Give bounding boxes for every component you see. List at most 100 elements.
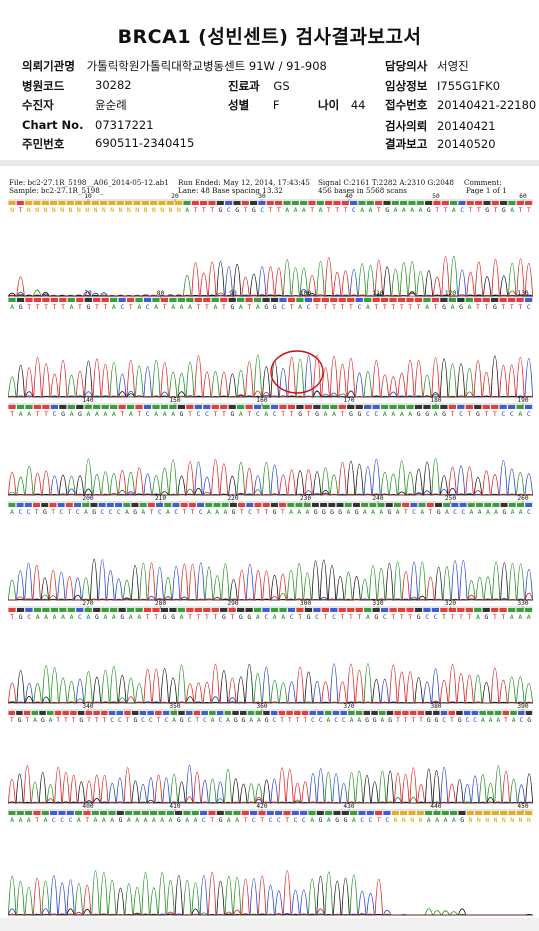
quality-bar xyxy=(347,608,355,612)
quality-bar xyxy=(100,811,108,815)
quality-bar xyxy=(188,503,196,507)
base-call: C xyxy=(315,613,319,621)
quality-bar xyxy=(448,405,456,409)
base-call: T xyxy=(78,303,82,311)
quality-bar xyxy=(500,201,508,205)
base-call: C xyxy=(252,816,256,824)
base-call: G xyxy=(19,303,23,311)
quality-bar xyxy=(325,201,333,205)
tick-label: 220 xyxy=(227,495,238,502)
base-call: G xyxy=(298,410,302,418)
quality-bar xyxy=(499,298,507,302)
base-call: A xyxy=(391,410,395,418)
base-call: T xyxy=(56,716,60,724)
quality-bar xyxy=(194,608,202,612)
base-call: G xyxy=(355,508,359,516)
quality-bar xyxy=(321,405,329,409)
base-call: A xyxy=(84,508,88,516)
base-call: T xyxy=(191,508,195,516)
base-call: T xyxy=(222,410,226,418)
quality-bar xyxy=(164,503,172,507)
base-call: T xyxy=(222,303,226,311)
base-call: A xyxy=(19,816,23,824)
base-call: C xyxy=(117,508,121,516)
quality-bar xyxy=(203,298,211,302)
base-call: A xyxy=(180,303,184,311)
base-call: C xyxy=(473,716,477,724)
tick-label: 380 xyxy=(430,703,441,710)
base-call: T xyxy=(35,508,39,516)
quality-bar xyxy=(451,503,459,507)
base-call: A xyxy=(125,508,129,516)
base-call: T xyxy=(335,206,339,214)
quality-bar xyxy=(213,503,221,507)
base-call: T xyxy=(230,613,234,621)
base-call: T xyxy=(468,410,472,418)
base-call: A xyxy=(10,508,14,516)
quality-bar xyxy=(66,201,74,205)
base-call: T xyxy=(324,613,328,621)
quality-bar xyxy=(270,711,278,715)
quality-bar xyxy=(507,608,516,612)
quality-bar xyxy=(295,503,303,507)
quality-bar xyxy=(358,201,366,205)
base-call: N xyxy=(160,206,164,214)
base-call: N xyxy=(477,816,481,824)
base-call: T xyxy=(269,206,273,214)
base-call: T xyxy=(137,410,141,418)
result-report-row: 결과보고 20140520 xyxy=(385,136,496,152)
quality-bar xyxy=(258,811,266,815)
base-call: G xyxy=(180,410,184,418)
quality-bar xyxy=(502,711,510,715)
base-call: A xyxy=(70,303,74,311)
base-call: T xyxy=(10,613,14,621)
base-call: G xyxy=(365,716,369,724)
quality-bar xyxy=(108,711,116,715)
base-call: C xyxy=(501,410,505,418)
base-call: C xyxy=(334,716,338,724)
base-call: T xyxy=(510,303,514,311)
trace-peak-G xyxy=(8,768,533,804)
quality-bar xyxy=(364,405,372,409)
base-call: T xyxy=(411,716,415,724)
base-call: A xyxy=(379,508,383,516)
base-call: N xyxy=(402,816,406,824)
base-call: A xyxy=(110,816,114,824)
quality-bar xyxy=(240,711,247,715)
base-call: T xyxy=(303,716,307,724)
base-call: A xyxy=(154,303,158,311)
base-call: C xyxy=(146,303,150,311)
base-call: T xyxy=(519,206,523,214)
tick-label: 30 xyxy=(258,193,266,200)
quality-bar xyxy=(24,503,32,507)
quality-bar xyxy=(510,711,517,715)
quality-bar xyxy=(410,503,418,507)
base-call: C xyxy=(109,508,113,516)
base-call: T xyxy=(72,716,76,724)
quality-bar xyxy=(160,608,169,612)
base-call: A xyxy=(70,613,74,621)
base-call: A xyxy=(518,410,522,418)
base-call: T xyxy=(36,303,40,311)
quality-bar xyxy=(443,503,451,507)
base-call: T xyxy=(95,716,99,724)
quality-bar xyxy=(254,503,262,507)
quality-bar xyxy=(59,298,67,302)
department-label: 진료과 xyxy=(228,79,260,93)
base-call: A xyxy=(510,206,514,214)
base-call: C xyxy=(374,410,378,418)
base-call: T xyxy=(377,816,381,824)
base-call: T xyxy=(288,716,292,724)
quality-bar xyxy=(50,811,58,815)
quality-bar xyxy=(33,503,41,507)
base-call: T xyxy=(264,508,268,516)
base-call: A xyxy=(452,206,456,214)
quality-bar xyxy=(275,811,283,815)
tick-label: 390 xyxy=(517,703,528,710)
base-call: T xyxy=(64,716,68,724)
tick-label: 400 xyxy=(82,803,93,810)
quality-bar xyxy=(232,711,239,715)
quality-bar xyxy=(378,711,386,715)
base-call: A xyxy=(129,410,133,418)
base-call: T xyxy=(87,716,91,724)
